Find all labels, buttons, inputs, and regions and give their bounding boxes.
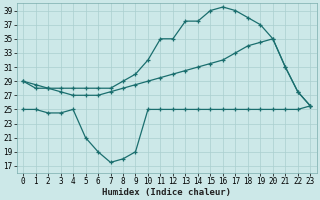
X-axis label: Humidex (Indice chaleur): Humidex (Indice chaleur) bbox=[102, 188, 231, 197]
